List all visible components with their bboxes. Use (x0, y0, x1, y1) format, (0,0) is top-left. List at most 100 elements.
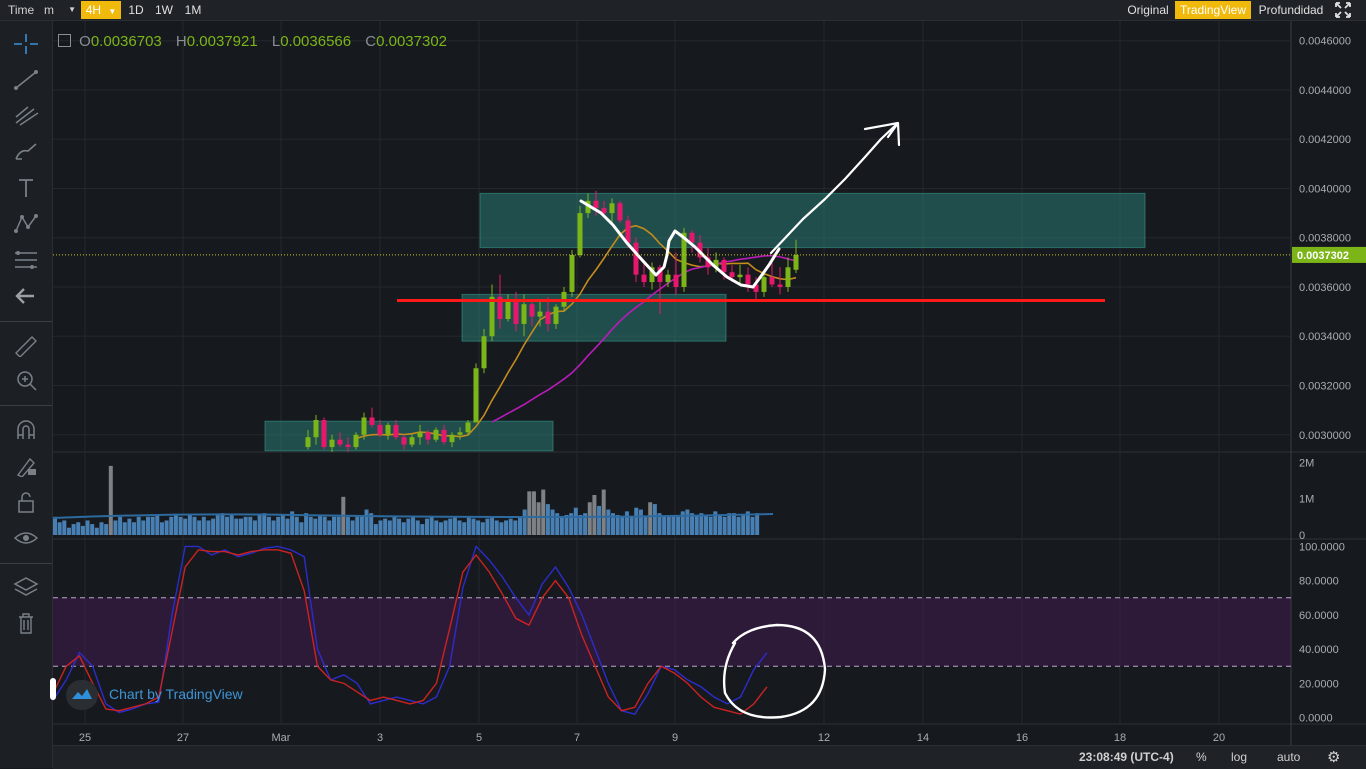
minute-select[interactable]: m ▼ (44, 2, 78, 18)
timeframe-1d-button[interactable]: 1D (128, 3, 144, 17)
layers-icon[interactable] (12, 576, 40, 598)
volume-bar (215, 515, 220, 535)
volume-bar (336, 516, 341, 535)
back-arrow-icon[interactable] (12, 285, 40, 307)
timeframe-4h-button[interactable]: 4H ▼ (81, 1, 121, 19)
volume-bar (178, 516, 183, 535)
volume-bar (276, 516, 281, 535)
candle-body (577, 213, 583, 255)
magnet-icon[interactable] (12, 419, 40, 441)
candle-body (409, 437, 415, 445)
unlock-icon[interactable] (12, 491, 40, 513)
percent-toggle[interactable]: % (1196, 750, 1207, 764)
volume-bar (494, 520, 499, 535)
volume-bar (387, 520, 392, 535)
collapse-handle[interactable] (50, 678, 56, 700)
volume-bar (397, 518, 402, 535)
time-axis-label: 20 (1213, 732, 1225, 744)
fork-tool-icon[interactable] (12, 105, 40, 127)
stoch-axis-label: 100.0000 (1299, 541, 1345, 553)
volume-bar (127, 518, 132, 535)
trend-line-icon[interactable] (12, 69, 40, 91)
volume-bar (304, 513, 309, 535)
volume-bar (225, 516, 230, 535)
candle-body (649, 267, 655, 283)
volume-bar (727, 513, 732, 535)
candle-body (385, 424, 391, 435)
timeframe-1w-button[interactable]: 1W (155, 3, 173, 17)
candle-body (369, 417, 375, 425)
volume-bar (620, 516, 625, 535)
clock-text: 23:08:49 (UTC-4) (1079, 750, 1174, 764)
ruler-icon[interactable] (12, 335, 40, 358)
view-original-button[interactable]: Original (1127, 3, 1169, 17)
volume-bar (745, 511, 750, 535)
fib-tool-icon[interactable] (12, 249, 40, 271)
volume-bar (555, 513, 560, 535)
volume-bar (634, 507, 639, 535)
candle-body (449, 434, 455, 443)
volume-bar (53, 516, 57, 535)
volume-bar (569, 513, 574, 535)
last-price-label: 0.0037302 (1297, 250, 1349, 262)
candle-body (529, 304, 535, 317)
volume-axis-label: 0 (1299, 530, 1305, 542)
volume-bar (285, 518, 290, 535)
volume-bar (378, 520, 383, 535)
timeframe-1m-button[interactable]: 1M (184, 3, 202, 17)
lock-drawing-icon[interactable] (12, 455, 40, 478)
candle-body (353, 434, 359, 448)
volume-bar (592, 495, 597, 535)
text-tool-icon[interactable] (12, 177, 40, 199)
volume-bar (364, 509, 369, 535)
volume-bar (717, 515, 722, 535)
price-axis-label: 0.0036000 (1299, 282, 1351, 294)
gear-icon[interactable]: ⚙ (1327, 749, 1341, 766)
chart-area[interactable]: 0.0046000 0.0044000 0.0042000 0.0040000 0.00… (53, 21, 1366, 745)
price-axis[interactable]: 0.0046000 0.0044000 0.0042000 0.0040000 0.00… (1299, 36, 1351, 725)
volume-bar (401, 522, 406, 535)
candle-body (553, 306, 559, 324)
trash-icon[interactable] (12, 612, 40, 634)
volume-bar (638, 509, 643, 535)
plus-box-icon[interactable] (58, 34, 71, 47)
volume-bar (169, 516, 174, 535)
last-price-tag: 0.0037302 (53, 246, 1366, 263)
candle-body (457, 432, 463, 435)
time-axis-label: 16 (1016, 732, 1028, 744)
pattern-tool-icon[interactable] (12, 213, 40, 235)
brush-icon[interactable] (12, 141, 40, 163)
candle-body (513, 301, 519, 324)
log-toggle[interactable]: log (1231, 750, 1248, 764)
stoch-line (53, 545, 768, 715)
candle-body (505, 301, 511, 320)
candle-body (713, 259, 719, 268)
time-label: Time (8, 3, 35, 17)
eye-icon[interactable] (12, 527, 40, 549)
volume-bar (415, 520, 420, 535)
volume-axis-label: 1M (1299, 494, 1314, 506)
view-tradingview-button[interactable]: TradingView (1175, 1, 1251, 19)
crosshair-icon[interactable] (12, 33, 40, 55)
price-axis-label: 0.0032000 (1299, 381, 1351, 393)
volume-bar (66, 527, 71, 535)
time-axis-label: 27 (177, 732, 189, 744)
zoom-in-icon[interactable] (12, 369, 40, 391)
view-profundidad-button[interactable]: Profundidad (1258, 3, 1324, 17)
volume-bar (680, 511, 685, 535)
ohlc-h-label: H (175, 33, 187, 50)
time-axis[interactable]: 25 27 Mar 3 5 7 9 12 14 16 18 20 (79, 732, 1225, 744)
volume-bar (527, 491, 532, 535)
volume-bar (713, 511, 718, 535)
fullscreen-icon[interactable] (1332, 1, 1354, 19)
candle-body (737, 274, 743, 278)
price-axis-label: 0.0038000 (1299, 233, 1351, 245)
volume-bar (392, 516, 397, 535)
auto-toggle[interactable]: auto (1277, 750, 1301, 764)
candle-body (617, 203, 623, 221)
volume-bar (583, 513, 588, 535)
watermark-text[interactable]: Chart by TradingView (109, 686, 243, 702)
candle-body (761, 277, 767, 292)
volume-bar (434, 520, 439, 535)
candle-body (665, 274, 671, 283)
